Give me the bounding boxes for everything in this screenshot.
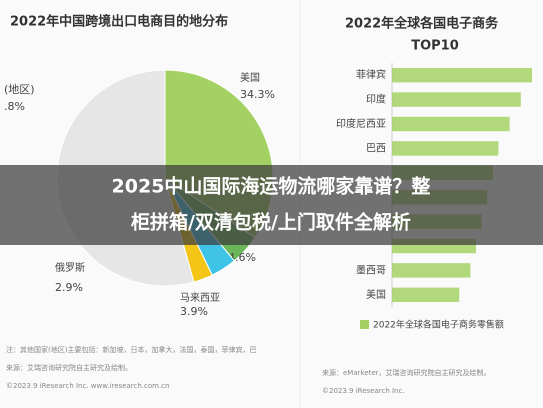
bar-label: 巴西: [366, 142, 386, 154]
headline-band: [0, 165, 543, 245]
bar-subtitle: TOP10: [411, 39, 459, 54]
slice-label: 俄罗斯: [55, 261, 85, 274]
slice-value: 2.9%: [55, 281, 83, 294]
slice-value: 3.9%: [180, 305, 208, 318]
bar-label: 美国: [366, 288, 386, 301]
bar-label: 印度: [366, 93, 386, 106]
bar-label: 菲律宾: [356, 68, 386, 81]
footnote: 注：其他国家(地区)主要包括：新加坡，日本，加拿大，法国，泰国，菲律宾，巴: [6, 345, 256, 354]
bar: [392, 92, 521, 107]
headline-line: 柜拼箱/双清包税/上门取件全解析: [131, 211, 411, 234]
pie-title: 2022年中国跨境出口电商目的地分布: [10, 14, 228, 30]
slice-label: 美国: [240, 71, 260, 84]
footnote: 来源：艾瑞咨询研究院自主研究及绘制。: [6, 363, 132, 372]
bar-label: 墨西哥: [356, 264, 386, 276]
bar: [392, 141, 499, 156]
bar-label: 印度尼西亚: [336, 117, 386, 130]
bar: [392, 287, 460, 302]
bar: [392, 68, 532, 83]
footnote: ©2023.9 iResearch Inc. www.iresearch.com…: [6, 382, 169, 390]
bar: [392, 116, 510, 132]
slice-label: 马来西亚: [180, 292, 220, 304]
bar-title: 2022年全球各国电子商务: [345, 16, 499, 32]
annotation: (地区): [4, 83, 35, 96]
legend-label: 2022年全球各国电子商务零售额: [373, 319, 504, 331]
legend-swatch: [360, 320, 369, 329]
annotation: .8%: [4, 100, 25, 113]
footnote: ©2023.9 iResearch Inc.: [322, 387, 405, 395]
slice-value: 34.3%: [240, 88, 275, 101]
footnote: 来源：eMarketer，艾瑞咨询研究院自主研究及绘制。: [322, 368, 491, 377]
headline-line: 2025中山国际海运物流哪家靠谱？整: [112, 175, 431, 198]
bar: [392, 263, 471, 278]
